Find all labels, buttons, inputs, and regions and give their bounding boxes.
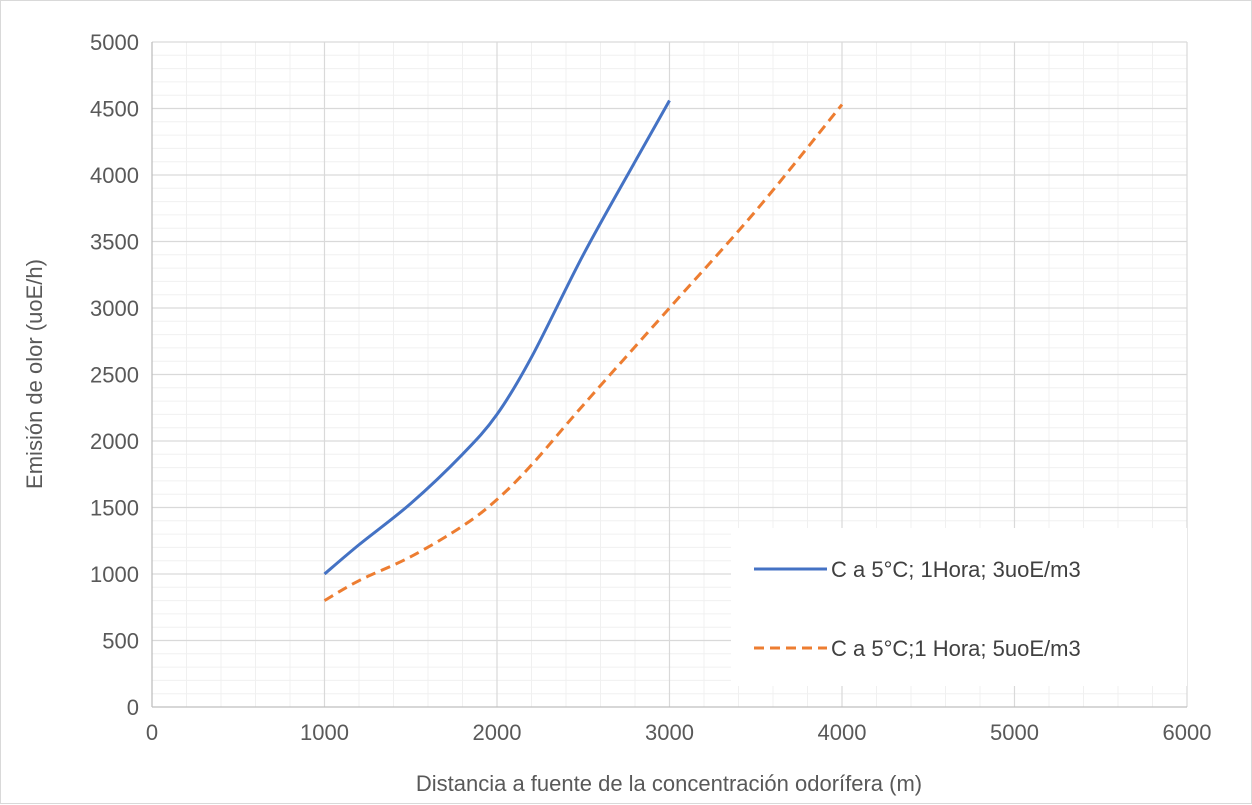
y-tick-label: 500	[102, 629, 139, 654]
x-tick-label: 3000	[645, 720, 694, 745]
y-tick-label: 3500	[90, 230, 139, 255]
y-tick-label: 5000	[90, 30, 139, 55]
legend-label-2: C a 5°C;1 Hora; 5uoE/m3	[831, 636, 1081, 661]
y-axis-title: Emisión de olor (uoE/h)	[22, 259, 47, 489]
x-tick-label: 5000	[990, 720, 1039, 745]
legend-label-1: C a 5°C; 1Hora; 3uoE/m3	[831, 557, 1081, 582]
y-tick-label: 1500	[90, 496, 139, 521]
y-tick-label: 4500	[90, 97, 139, 122]
x-tick-label: 4000	[818, 720, 867, 745]
x-tick-label: 0	[146, 720, 158, 745]
series-line-2	[323, 103, 844, 602]
y-tick-label: 3000	[90, 296, 139, 321]
legend: C a 5°C; 1Hora; 3uoE/m3 C a 5°C;1 Hora; 5…	[731, 528, 1187, 686]
x-axis-title: Distancia a fuente de la concentración o…	[416, 771, 922, 796]
series-layer	[323, 99, 844, 602]
axes: 0 1000 2000 3000 4000 5000 6000 0 500 1000 1500 200…	[90, 30, 1211, 745]
legend-box	[731, 528, 1187, 686]
y-tick-label: 1000	[90, 562, 139, 587]
x-tick-label: 1000	[300, 720, 349, 745]
y-tick-label: 2000	[90, 429, 139, 454]
y-tick-label: 0	[127, 695, 139, 720]
x-tick-label: 6000	[1163, 720, 1212, 745]
series-line-1	[323, 99, 671, 576]
x-tick-label: 2000	[473, 720, 522, 745]
y-tick-label: 2500	[90, 363, 139, 388]
y-tick-label: 4000	[90, 163, 139, 188]
